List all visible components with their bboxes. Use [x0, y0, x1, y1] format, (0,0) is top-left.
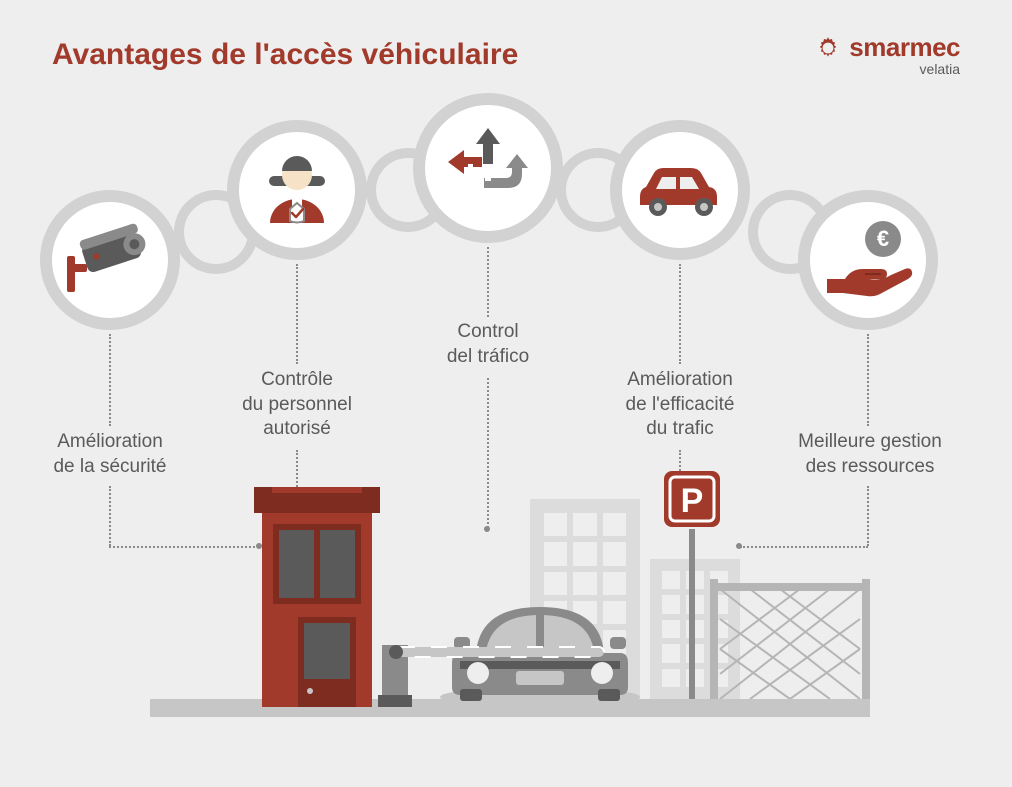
gear-icon	[815, 35, 841, 61]
label-text: Améliorationde l'efficacitédu trafic	[626, 369, 735, 439]
car-icon	[630, 155, 730, 225]
dotted-line	[109, 486, 111, 546]
dotted-line	[740, 546, 868, 548]
label-traffic: Controldel tráfico	[408, 320, 568, 369]
node-traffic	[413, 93, 563, 243]
label-text: Contrôledu personnelautorisé	[242, 369, 352, 439]
fence	[710, 579, 870, 699]
dotted-line	[109, 546, 259, 548]
node-security	[40, 190, 180, 330]
parking-letter: P	[681, 482, 704, 520]
parking-sign: P	[662, 469, 722, 699]
brand-subtitle: velatia	[815, 61, 960, 77]
hand-euro-icon: €	[821, 215, 916, 305]
label-text: Meilleure gestiondes ressources	[798, 431, 942, 477]
authorized-person-icon	[252, 145, 342, 235]
brand-logo: smarmec velatia	[815, 32, 960, 77]
label-security: Améliorationde la sécurité	[30, 430, 190, 479]
dotted-line	[867, 334, 869, 426]
cctv-camera-icon	[65, 220, 155, 300]
svg-text:€: €	[876, 226, 888, 251]
brand-name: smarmec	[849, 32, 960, 63]
label-efficiency: Améliorationde l'efficacitédu trafic	[600, 368, 760, 442]
dotted-line	[679, 264, 681, 364]
dotted-line	[109, 334, 111, 426]
dotted-line	[487, 247, 489, 317]
page-title: Avantages de l'accès véhiculaire	[52, 38, 518, 72]
node-personnel	[227, 120, 367, 260]
guard-booth	[262, 467, 402, 707]
label-personnel: Contrôledu personnelautorisé	[217, 368, 377, 442]
dot	[736, 543, 742, 549]
node-efficiency	[610, 120, 750, 260]
label-text: Améliorationde la sécurité	[53, 431, 166, 477]
label-text: Controldel tráfico	[447, 321, 529, 367]
dotted-line	[867, 486, 869, 546]
dotted-line	[296, 264, 298, 364]
label-resources: Meilleure gestiondes ressources	[780, 430, 960, 479]
node-resources: €	[798, 190, 938, 330]
direction-arrows-icon	[438, 118, 538, 218]
